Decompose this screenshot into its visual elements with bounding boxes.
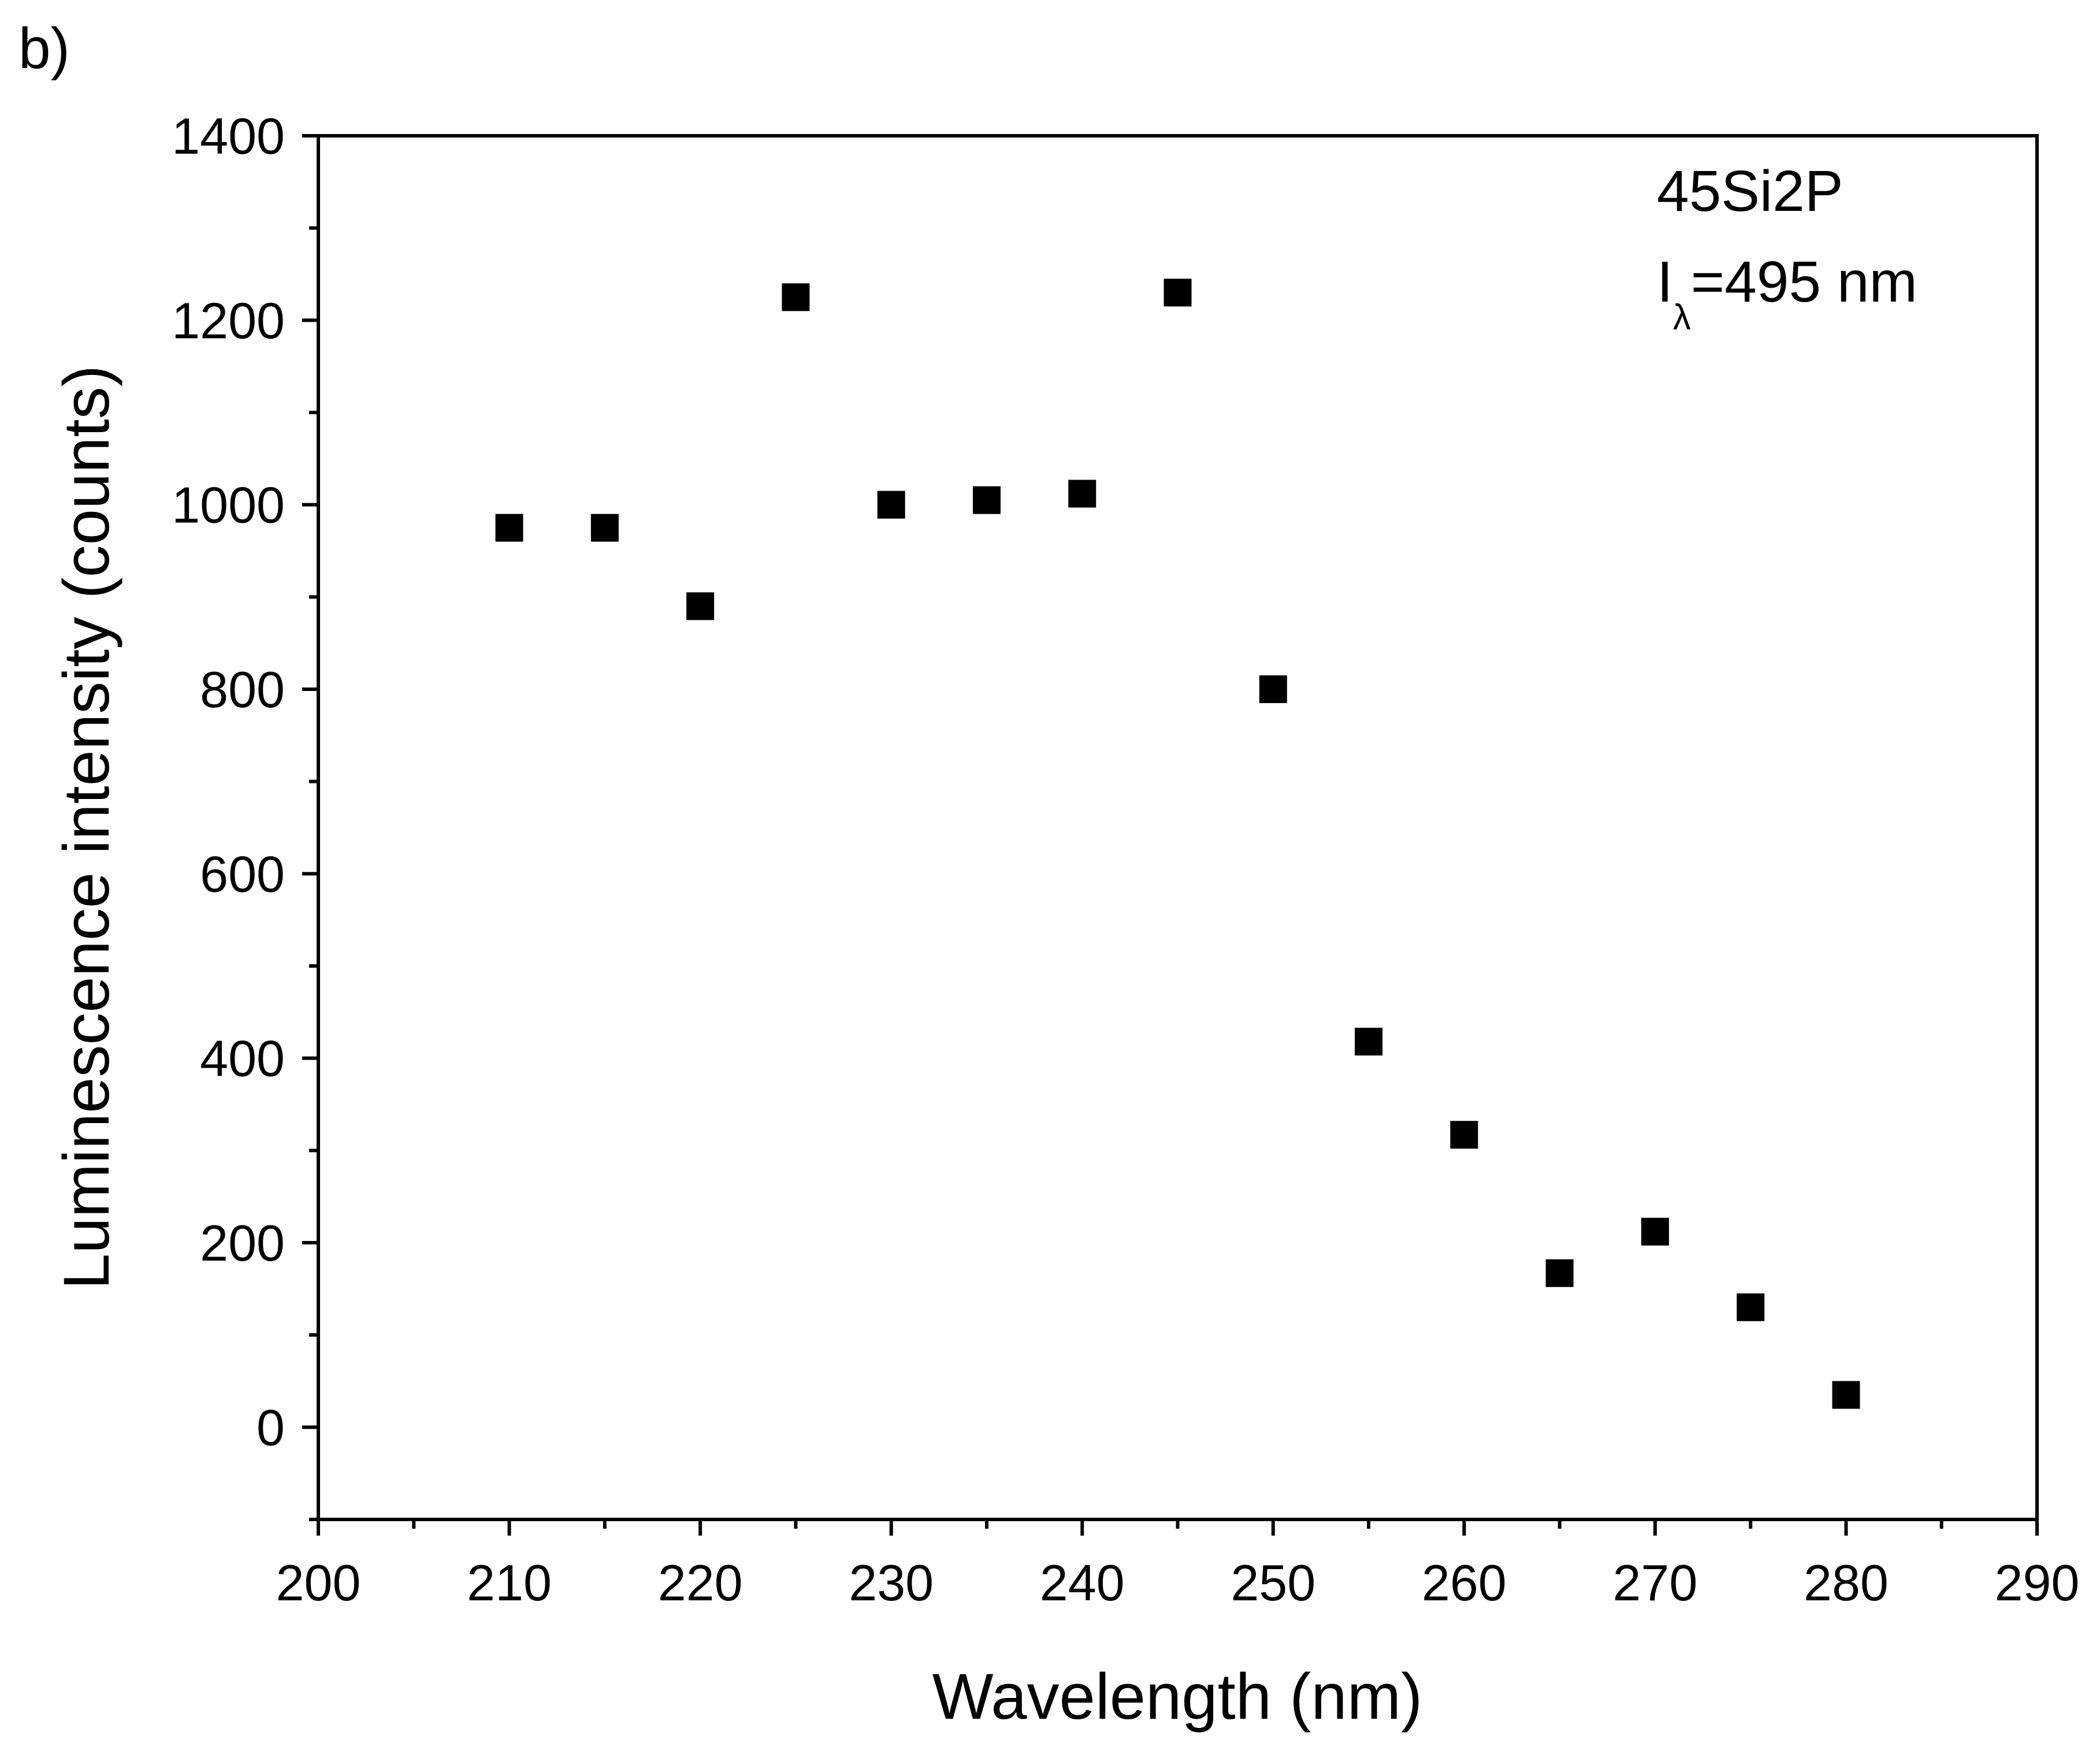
x-tick-label: 240 (1040, 1554, 1125, 1611)
x-tick-label: 230 (849, 1554, 934, 1611)
data-point-square (1259, 675, 1287, 703)
data-point-square (972, 486, 1001, 514)
x-tick-label: 280 (1804, 1554, 1889, 1611)
x-tick-label: 290 (1995, 1554, 2080, 1611)
y-tick-label: 800 (200, 661, 285, 718)
y-tick-label: 1200 (172, 292, 285, 349)
data-point-square (1164, 278, 1192, 307)
data-point-square (590, 514, 619, 542)
x-axis-tick-labels: 200 210 220 230 240 250 260 270 280 290 (276, 1554, 2080, 1611)
data-point-square (495, 514, 523, 542)
data-point-square (1545, 1259, 1574, 1287)
annotation-excitation: Iλ=495 nm (1657, 250, 1917, 337)
annotation-symbol: I (1657, 250, 1673, 314)
plot-frame (317, 134, 2039, 1521)
x-tick-label: 250 (1231, 1554, 1315, 1611)
x-tick-label: 200 (276, 1554, 361, 1611)
data-point-square (686, 592, 715, 620)
data-point-square (1832, 1381, 1860, 1409)
x-tick-label: 210 (467, 1554, 552, 1611)
x-tick-label: 260 (1422, 1554, 1507, 1611)
y-tick-label: 200 (200, 1214, 285, 1272)
y-tick-label: 1400 (172, 107, 285, 165)
annotation-wavelength: =495 nm (1691, 250, 1917, 314)
y-axis-ticks (302, 134, 318, 1521)
data-point-square (1641, 1217, 1669, 1246)
x-axis-ticks (317, 1519, 2039, 1536)
data-point-square (1450, 1121, 1478, 1149)
x-tick-label: 220 (658, 1554, 743, 1611)
data-point-square (1355, 1027, 1383, 1056)
data-point-square (1737, 1293, 1765, 1321)
y-tick-label: 400 (200, 1030, 285, 1087)
y-tick-label: 0 (257, 1399, 285, 1456)
annotation-subscript: λ (1673, 298, 1691, 337)
y-axis-title: Luminescence intensity (counts) (50, 365, 122, 1290)
y-tick-label: 600 (200, 845, 285, 902)
data-points (495, 278, 1860, 1409)
y-axis-tick-labels: 0 200 400 600 800 1000 1200 1400 (172, 107, 285, 1456)
annotation-sample-name: 45Si2P (1657, 159, 1843, 224)
data-point-square (782, 283, 810, 311)
data-point-square (1068, 480, 1097, 508)
panel-label: b) (18, 16, 70, 81)
y-tick-label: 1000 (172, 477, 285, 534)
data-point-square (877, 490, 905, 519)
x-tick-label: 270 (1612, 1554, 1697, 1611)
x-axis-title: Wavelength (nm) (932, 1660, 1423, 1733)
